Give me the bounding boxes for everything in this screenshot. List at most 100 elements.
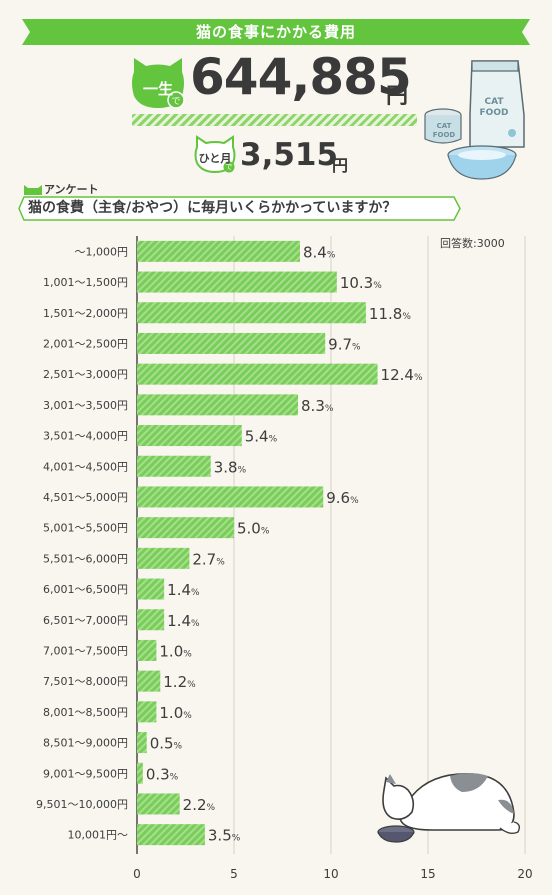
value-unit: % [207, 803, 216, 813]
monthly-cat-badge [194, 135, 236, 174]
lifetime-cost-value: 644,885 [190, 48, 412, 106]
bar [137, 332, 326, 354]
lifetime-cost-unit: 円 [386, 84, 409, 109]
bar [137, 547, 190, 569]
lifetime-badge-label: 一生 [142, 80, 173, 98]
value-unit: % [325, 404, 334, 414]
category-label: 2,001〜2,500円 [43, 337, 128, 350]
x-tick-label: 0 [133, 867, 141, 881]
bar [137, 701, 157, 723]
cat-food-illustration [424, 60, 525, 180]
value-label: 5.4% [245, 428, 278, 446]
bar [137, 363, 378, 385]
category-label: 4,501〜5,000円 [43, 491, 128, 504]
lifetime-cat-badge [132, 58, 185, 109]
bar [137, 639, 157, 661]
category-label: 10,001円〜 [68, 829, 129, 842]
bar [137, 670, 161, 692]
value-label: 12.4% [381, 366, 423, 384]
bar [137, 486, 324, 508]
category-label: 3,501〜4,000円 [43, 430, 128, 443]
value-label: 0.3% [146, 765, 179, 783]
category-label: 6,001〜6,500円 [43, 583, 128, 596]
value-label: 1.4% [167, 581, 200, 599]
value-label: 10.3% [340, 274, 382, 292]
value-unit: % [216, 557, 225, 567]
value-label: 3.8% [214, 458, 247, 476]
page-title: 猫の食事にかかる費用 [195, 23, 356, 41]
cost-distribution-chart: 〜1,000円 8.4%1,001〜1,500円 10.3%1,501〜2,000円… [36, 236, 533, 881]
category-label: 4,001〜4,500円 [43, 460, 128, 473]
food-can-label: CAT FOOD [432, 122, 456, 139]
value-label: 1.4% [167, 612, 200, 630]
bar [137, 425, 242, 447]
value-label: 11.8% [369, 305, 411, 323]
monthly-badge-label: ひと月 [198, 152, 232, 165]
value-unit: % [191, 588, 200, 598]
bar [137, 793, 180, 815]
category-label: 5,001〜5,500円 [43, 522, 128, 535]
lifetime-underline-stripe [132, 114, 417, 126]
bar [137, 732, 147, 754]
value-unit: % [373, 281, 382, 291]
monthly-cost-unit: 円 [332, 156, 349, 175]
category-label: 1,001〜1,500円 [43, 276, 128, 289]
bar [137, 517, 234, 539]
value-unit: % [414, 373, 423, 383]
x-tick-label: 15 [420, 867, 435, 881]
category-label: 5,501〜6,000円 [43, 552, 128, 565]
value-unit: % [350, 496, 359, 506]
value-label: 2.2% [183, 796, 216, 814]
bar [137, 824, 205, 846]
category-label: 7,001〜7,500円 [43, 644, 128, 657]
category-label: 8,501〜9,000円 [43, 737, 128, 750]
value-label: 1.0% [159, 704, 192, 722]
monthly-cost-value: 3,515 [240, 137, 339, 173]
respondent-count: 回答数:3000 [440, 237, 505, 250]
category-label: 9,501〜10,000円 [36, 798, 128, 811]
value-unit: % [402, 312, 411, 322]
category-label: 9,001〜9,500円 [43, 767, 128, 780]
value-unit: % [187, 680, 196, 690]
banner-ribbon-shape [22, 19, 530, 45]
category-label: 8,001〜8,500円 [43, 706, 128, 719]
x-tick-label: 20 [517, 867, 532, 881]
bar [137, 762, 143, 784]
bar [137, 302, 366, 324]
value-label: 1.0% [159, 642, 192, 660]
bar [137, 240, 300, 262]
value-unit: % [269, 435, 278, 445]
bar [137, 578, 165, 600]
category-label: 1,501〜2,000円 [43, 307, 128, 320]
value-unit: % [352, 342, 361, 352]
value-label: 0.5% [150, 735, 183, 753]
category-label: 2,501〜3,000円 [43, 368, 128, 381]
food-bag-label: CAT FOOD [479, 97, 509, 118]
value-unit: % [170, 772, 179, 782]
category-label: 6,501〜7,000円 [43, 614, 128, 627]
x-tick-label: 5 [230, 867, 238, 881]
value-unit: % [183, 711, 192, 721]
value-unit: % [174, 742, 183, 752]
category-label: 〜1,000円 [75, 245, 129, 258]
survey-question: 猫の食費（主食/おやつ）に毎月いくらかかっていますか？ [28, 200, 397, 216]
value-unit: % [191, 619, 200, 629]
lifetime-badge-suffix: で [171, 97, 181, 107]
value-label: 2.7% [192, 550, 225, 568]
value-unit: % [183, 649, 192, 659]
value-label: 9.6% [326, 489, 359, 507]
value-label: 3.5% [208, 827, 241, 845]
survey-tag-cat-icon [24, 185, 42, 195]
value-label: 5.0% [237, 520, 270, 538]
question-box [18, 196, 461, 221]
category-label: 3,001〜3,500円 [43, 399, 128, 412]
value-unit: % [238, 465, 247, 475]
title-banner: 猫の食事にかかる費用 [22, 19, 530, 45]
value-unit: % [261, 527, 270, 537]
value-label: 9.7% [328, 335, 361, 353]
value-unit: % [232, 834, 241, 844]
value-label: 1.2% [163, 673, 196, 691]
bar [137, 609, 165, 631]
monthly-badge-suffix: で [225, 163, 233, 171]
bar [137, 271, 337, 293]
